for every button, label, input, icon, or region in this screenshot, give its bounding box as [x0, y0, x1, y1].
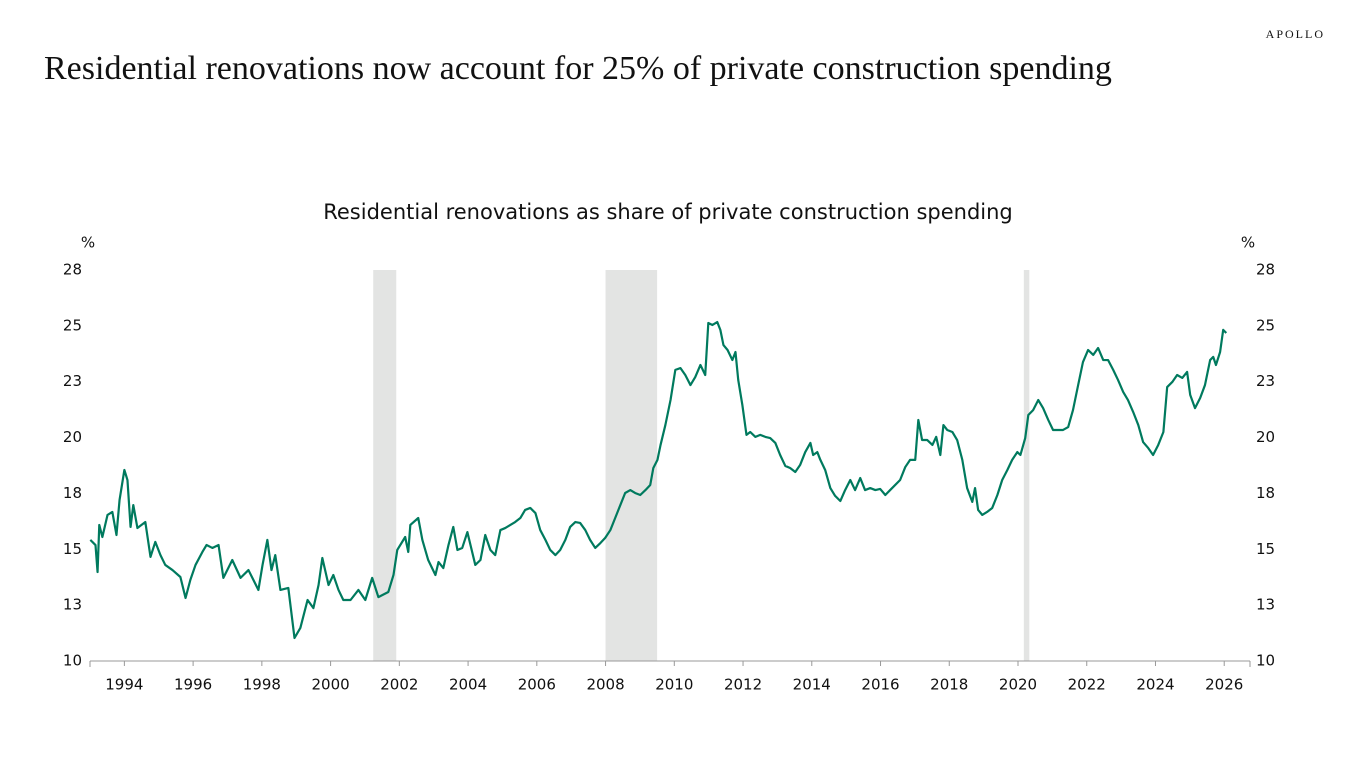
y2-tick-label: 18 — [1256, 484, 1275, 502]
brand: APOLLO — [1266, 27, 1325, 41]
recession-shade — [1023, 270, 1030, 661]
y2-tick-label: 20 — [1256, 428, 1275, 446]
x-tick-label: 2008 — [586, 676, 624, 694]
x-tick-label: 2006 — [518, 676, 556, 694]
y-tick-label: 13 — [63, 596, 82, 614]
x-tick-label: 2002 — [380, 676, 418, 694]
y2-tick-label: 15 — [1256, 540, 1275, 558]
page-title: Residential renovations now account for … — [44, 50, 1112, 87]
y2-tick-label: 23 — [1256, 372, 1275, 390]
x-tick-label: 2012 — [724, 676, 762, 694]
y2-tick-label: 10 — [1256, 652, 1275, 670]
x-tick-label: 2022 — [1068, 676, 1106, 694]
y2-tick-label: 28 — [1256, 261, 1275, 279]
x-tick-label: 2000 — [311, 676, 349, 694]
y-tick-label: 18 — [63, 484, 82, 502]
y2-unit: % — [1241, 234, 1255, 252]
x-tick-label: 2016 — [861, 676, 899, 694]
recession-shade — [373, 270, 397, 661]
y-unit: % — [81, 234, 95, 252]
y-tick-label: 10 — [63, 652, 82, 670]
x-tick-label: 2024 — [1136, 676, 1174, 694]
x-tick-label: 2020 — [999, 676, 1037, 694]
x-tick-label: 1998 — [243, 676, 281, 694]
data-line — [89, 320, 1228, 640]
recession-shade — [605, 270, 658, 661]
x-tick-label: 1994 — [105, 676, 143, 694]
chart-subtitle: Residential renovations as share of priv… — [323, 200, 1013, 224]
y2-tick-label: 25 — [1256, 316, 1275, 334]
x-tick-label: 1996 — [174, 676, 212, 694]
y-tick-label: 25 — [63, 316, 82, 334]
y-tick-label: 20 — [63, 428, 82, 446]
y-tick-label: 28 — [63, 261, 82, 279]
x-tick-label: 2010 — [655, 676, 693, 694]
x-tick-label: 2014 — [793, 676, 831, 694]
y-tick-label: 15 — [63, 540, 82, 558]
x-tick-label: 2026 — [1205, 676, 1243, 694]
y-tick-label: 23 — [63, 372, 82, 390]
x-tick-label: 2018 — [930, 676, 968, 694]
y2-tick-label: 13 — [1256, 596, 1275, 614]
x-tick-label: 2004 — [449, 676, 487, 694]
